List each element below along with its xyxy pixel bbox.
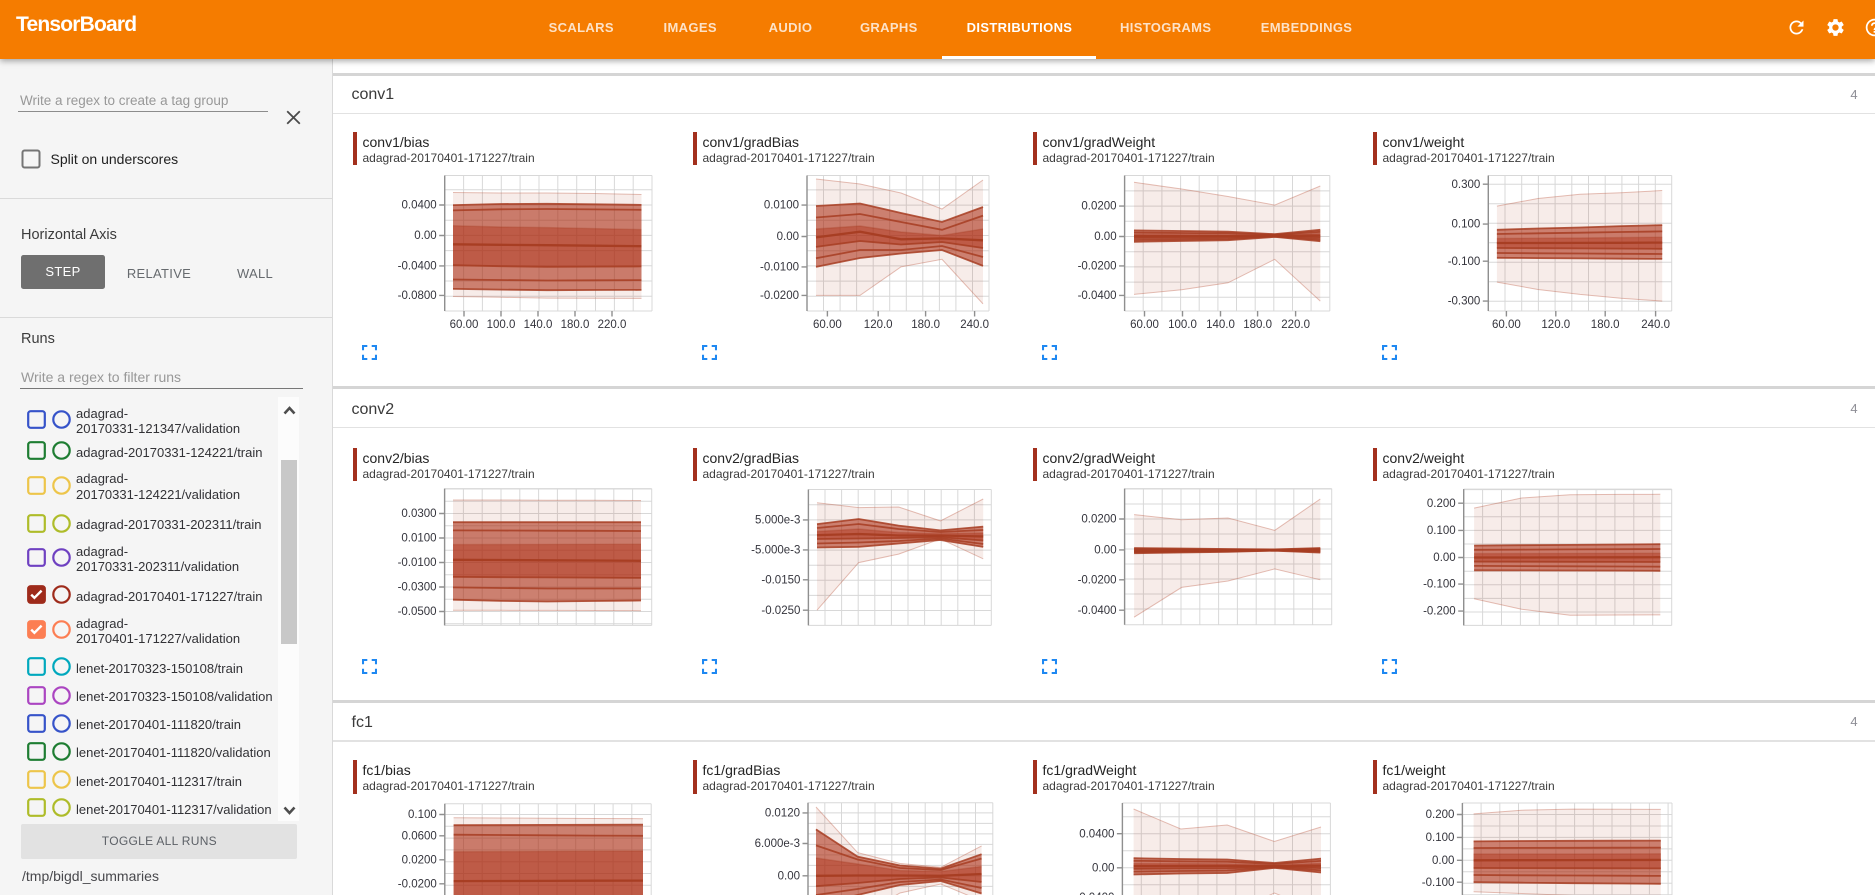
svg-text:180.0: 180.0	[1591, 319, 1620, 331]
svg-text:60.00: 60.00	[813, 319, 842, 331]
svg-text:0.00: 0.00	[414, 230, 436, 242]
svg-text:0.00: 0.00	[1092, 862, 1114, 874]
svg-text:-0.0250: -0.0250	[761, 605, 800, 617]
svg-text:0.200: 0.200	[1426, 809, 1455, 821]
svg-text:0.0200: 0.0200	[1081, 201, 1116, 213]
svg-text:-0.0400: -0.0400	[398, 261, 437, 273]
svg-text:-0.200: -0.200	[1423, 606, 1456, 618]
svg-text:5.000e-3: 5.000e-3	[755, 515, 800, 527]
svg-text:6.000e-3: 6.000e-3	[755, 838, 800, 850]
svg-text:100.0: 100.0	[1168, 319, 1197, 331]
svg-text:180.0: 180.0	[1243, 319, 1272, 331]
svg-text:0.100: 0.100	[1452, 219, 1481, 231]
svg-text:0.0400: 0.0400	[1079, 828, 1114, 840]
svg-text:0.0200: 0.0200	[1081, 514, 1116, 526]
svg-text:-0.300: -0.300	[1448, 296, 1481, 308]
svg-text:-0.0500: -0.0500	[398, 606, 437, 618]
svg-text:-0.0300: -0.0300	[398, 582, 437, 594]
svg-text:0.100: 0.100	[1426, 832, 1455, 844]
svg-text:0.00: 0.00	[1094, 545, 1116, 557]
svg-text:-0.0800: -0.0800	[398, 290, 437, 302]
svg-text:0.0100: 0.0100	[764, 200, 799, 212]
svg-text:-5.000e-3: -5.000e-3	[751, 545, 800, 557]
svg-text:240.0: 240.0	[1641, 319, 1670, 331]
svg-text:60.00: 60.00	[450, 319, 479, 331]
svg-text:180.0: 180.0	[561, 319, 590, 331]
svg-text:60.00: 60.00	[1130, 319, 1159, 331]
svg-text:140.0: 140.0	[524, 319, 553, 331]
svg-text:-0.0200: -0.0200	[1078, 574, 1117, 586]
svg-text:120.0: 120.0	[1541, 319, 1570, 331]
svg-text:0.00: 0.00	[1433, 552, 1455, 564]
svg-text:0.00: 0.00	[778, 870, 800, 882]
svg-text:-0.0100: -0.0100	[760, 262, 799, 274]
svg-text:0.00: 0.00	[1094, 231, 1116, 243]
svg-text:140.0: 140.0	[1206, 319, 1235, 331]
svg-text:0.00: 0.00	[1432, 855, 1454, 867]
svg-text:0.0200: 0.0200	[402, 854, 437, 866]
svg-text:240.0: 240.0	[960, 319, 989, 331]
svg-text:220.0: 220.0	[1281, 319, 1310, 331]
svg-text:0.0100: 0.0100	[401, 533, 436, 545]
svg-text:0.0400: 0.0400	[402, 200, 437, 212]
svg-text:0.300: 0.300	[1452, 179, 1481, 191]
svg-text:120.0: 120.0	[864, 319, 893, 331]
svg-text:0.100: 0.100	[408, 809, 437, 821]
svg-text:-0.100: -0.100	[1423, 579, 1456, 591]
svg-text:-0.100: -0.100	[1448, 256, 1481, 268]
svg-text:-0.0200: -0.0200	[398, 878, 437, 890]
svg-text:-0.0100: -0.0100	[398, 557, 437, 569]
svg-text:0.200: 0.200	[1427, 498, 1456, 510]
svg-text:-0.0400: -0.0400	[1075, 892, 1114, 895]
svg-text:220.0: 220.0	[598, 319, 627, 331]
svg-text:0.0120: 0.0120	[765, 808, 800, 820]
svg-text:-0.100: -0.100	[1422, 877, 1455, 889]
svg-text:-0.0200: -0.0200	[1078, 261, 1117, 273]
svg-text:60.00: 60.00	[1492, 319, 1521, 331]
svg-text:0.00: 0.00	[777, 231, 799, 243]
svg-text:0.0600: 0.0600	[402, 830, 437, 842]
svg-text:180.0: 180.0	[911, 319, 940, 331]
svg-text:-0.0150: -0.0150	[761, 574, 800, 586]
svg-text:0.0300: 0.0300	[401, 508, 436, 520]
svg-text:100.0: 100.0	[487, 319, 516, 331]
svg-text:-0.0400: -0.0400	[1078, 605, 1117, 617]
svg-text:0.100: 0.100	[1427, 525, 1456, 537]
svg-text:-0.0200: -0.0200	[760, 290, 799, 302]
svg-text:-0.0400: -0.0400	[1078, 290, 1117, 302]
